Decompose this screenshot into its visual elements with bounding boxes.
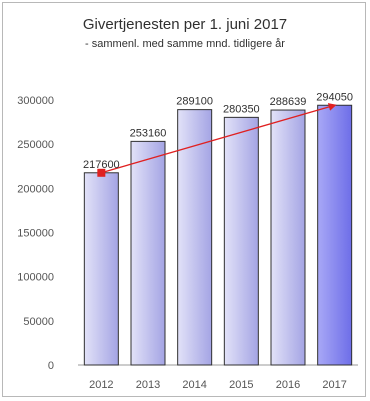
bar-2017 — [317, 104, 353, 366]
chart-subtitle: - sammenl. med samme mnd. tidligere år — [85, 38, 285, 50]
bar-2016 — [270, 109, 306, 366]
data-label: 288639 — [270, 96, 307, 108]
x-tick-label: 2013 — [136, 379, 160, 391]
y-tick-label: 150000 — [17, 228, 54, 240]
x-tick-label: 2016 — [276, 379, 300, 391]
bar-2013 — [130, 140, 166, 366]
data-label: 253160 — [130, 127, 167, 139]
trend-start-marker — [97, 168, 106, 177]
chart-title: Givertjenesten per 1. juni 2017 — [82, 16, 288, 33]
x-tick-label: 2015 — [229, 379, 253, 391]
y-tick-label: 250000 — [17, 139, 54, 151]
y-tick-label: 200000 — [17, 183, 54, 195]
bar-2014 — [177, 109, 213, 366]
bar-2012 — [83, 172, 119, 366]
data-label: 294050 — [316, 91, 353, 103]
data-label: 280350 — [223, 103, 260, 115]
data-label: 217600 — [83, 159, 120, 171]
bar-2015 — [223, 116, 259, 366]
x-tick-label: 2012 — [89, 379, 113, 391]
data-label: 289100 — [176, 96, 213, 108]
y-tick-label: 100000 — [17, 272, 54, 284]
x-tick-label: 2017 — [322, 379, 346, 391]
y-tick-label: 0 — [48, 360, 54, 372]
y-tick-label: 300000 — [17, 95, 54, 107]
y-tick-label: 50000 — [23, 316, 54, 328]
trend-line — [101, 103, 337, 174]
x-tick-label: 2014 — [182, 379, 206, 391]
